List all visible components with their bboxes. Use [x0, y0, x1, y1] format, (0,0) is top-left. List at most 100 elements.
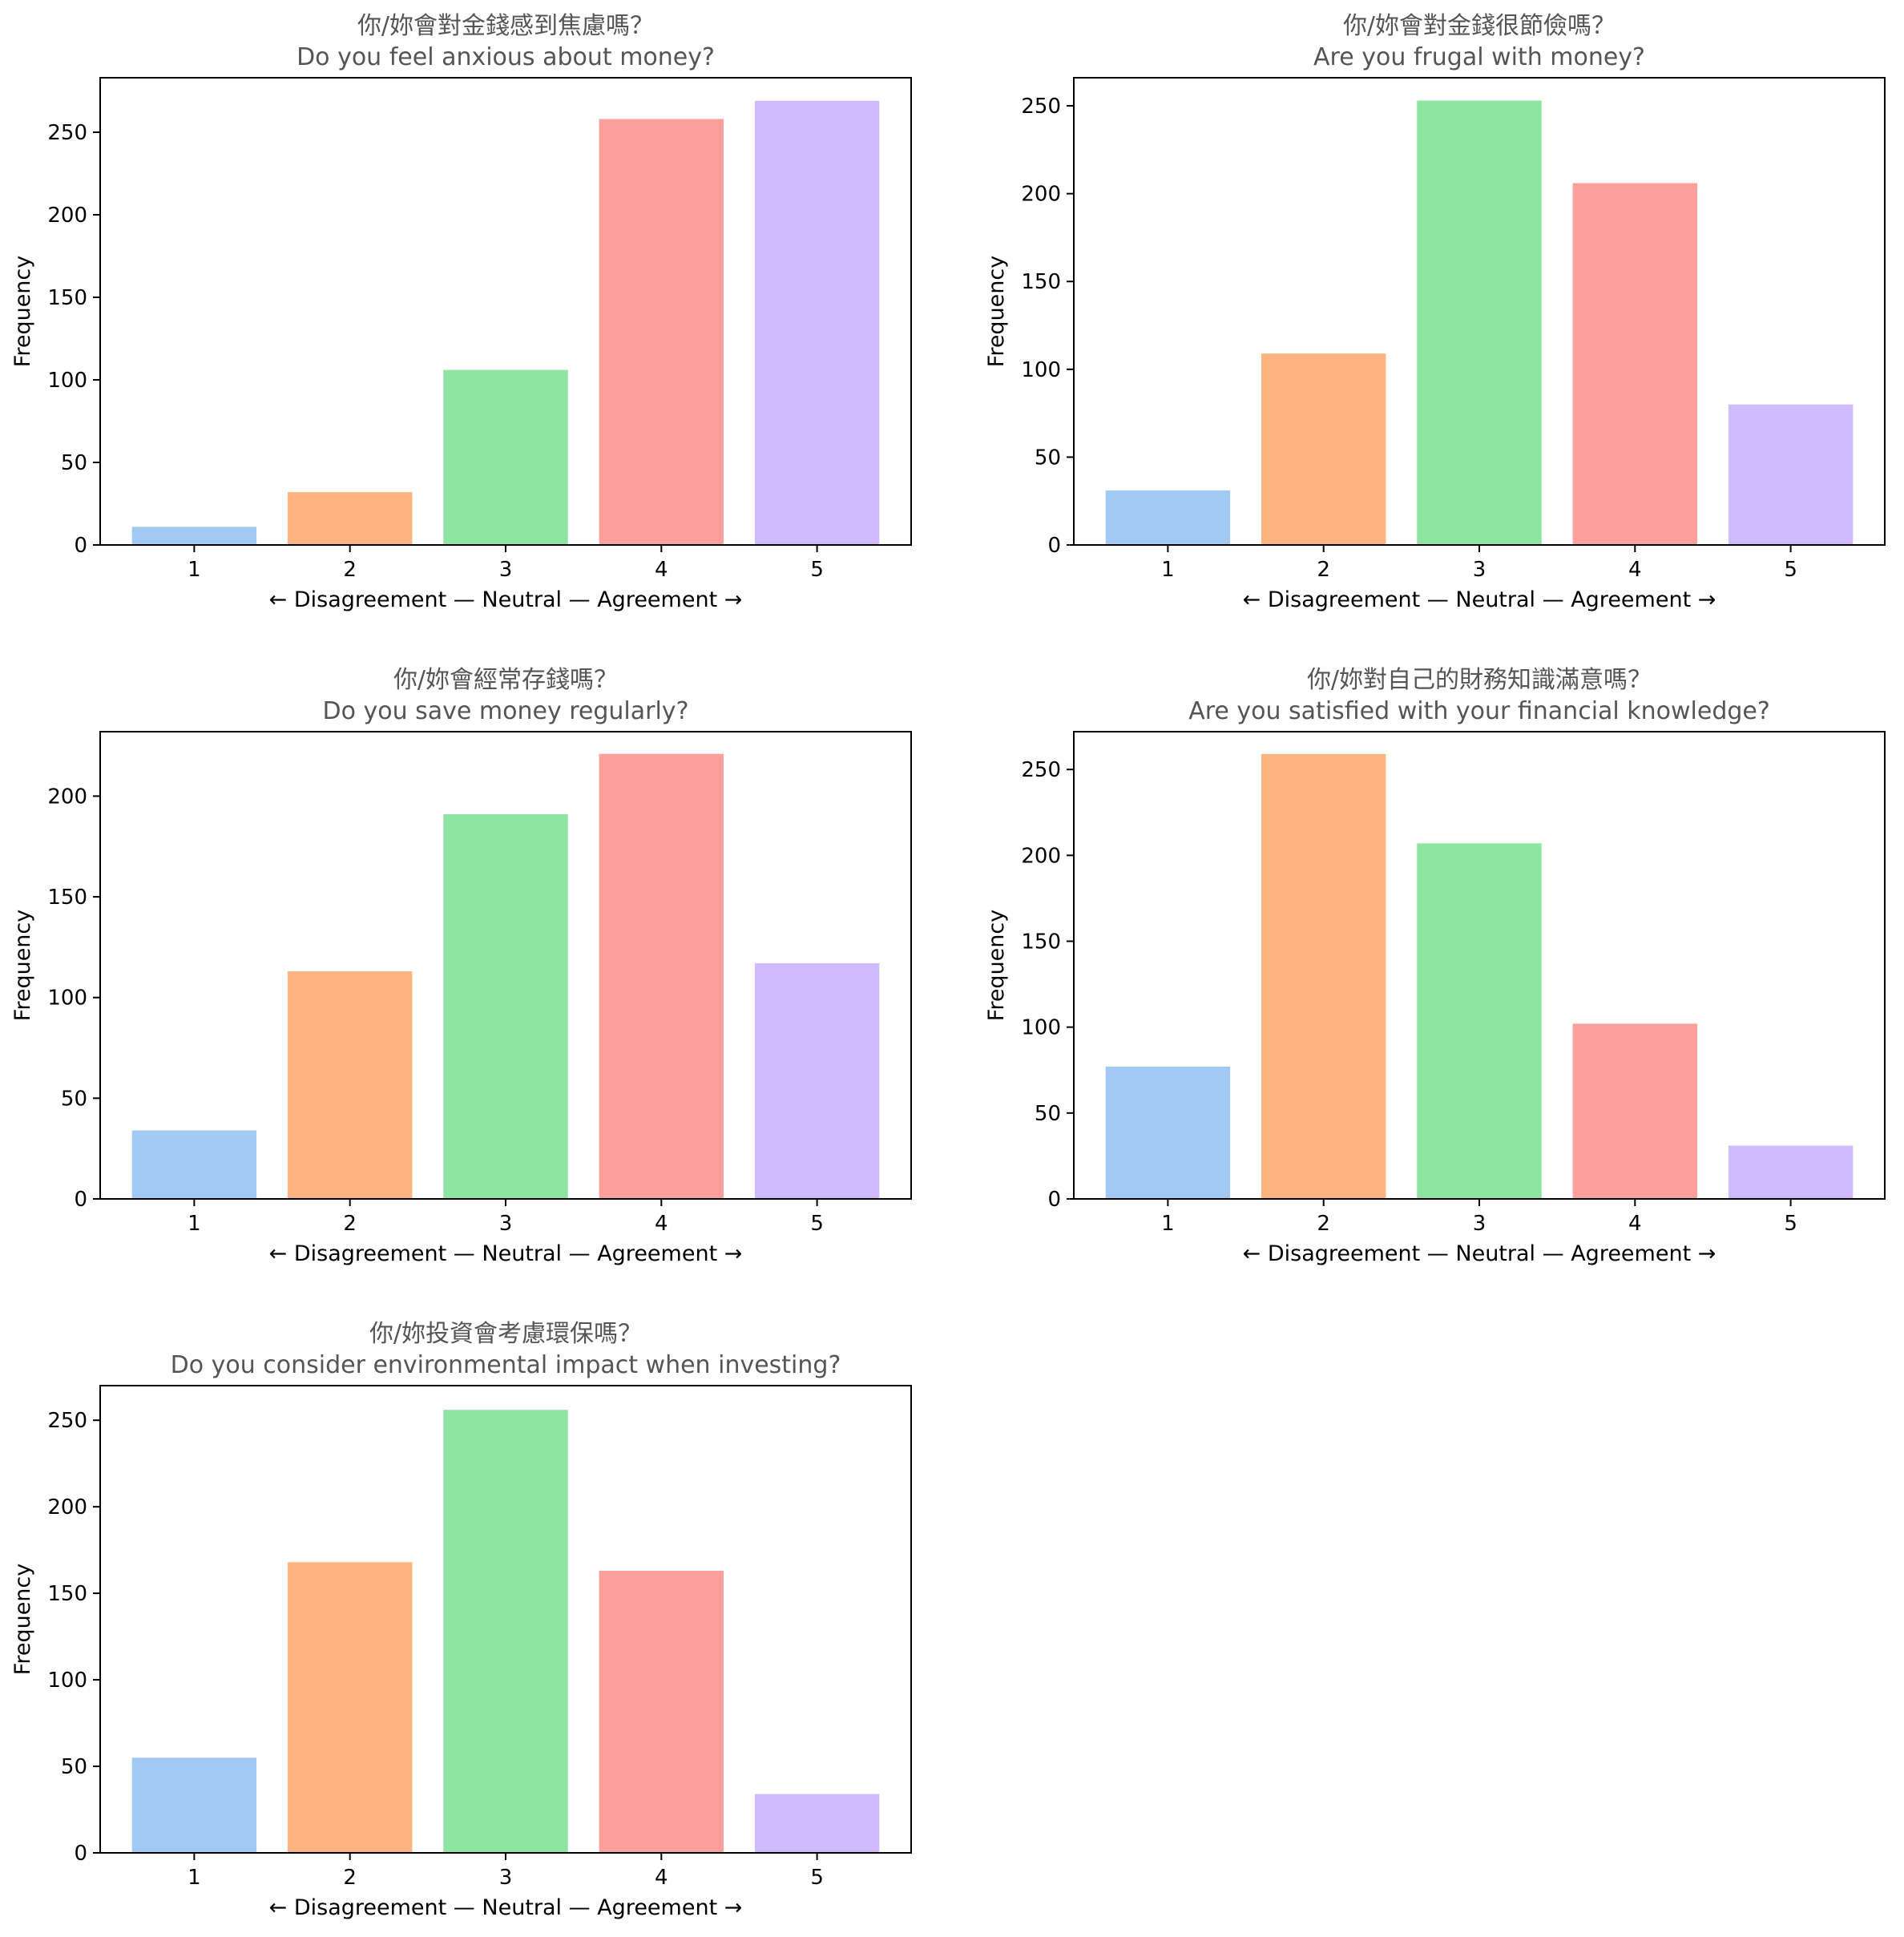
y-axis-label: Frequency	[10, 256, 35, 368]
x-tick-label: 2	[1317, 558, 1330, 582]
x-tick-label: 1	[188, 1866, 201, 1890]
x-tick-label: 3	[499, 1212, 513, 1236]
x-axis-label: ← Disagreement — Neutral — Agreement →	[269, 1241, 743, 1266]
y-tick-label: 50	[61, 1087, 87, 1111]
y-tick-label: 250	[1021, 95, 1061, 119]
y-tick-label: 150	[1021, 930, 1061, 954]
chart-title: 你/妳會對金錢很節儉嗎？	[1343, 12, 1616, 40]
y-tick-label: 200	[1021, 844, 1061, 868]
x-tick-label: 5	[1784, 558, 1797, 582]
x-axis-label: ← Disagreement — Neutral — Agreement →	[269, 587, 743, 612]
y-tick-label: 50	[61, 1755, 87, 1779]
chart-title: 你/妳會對金錢感到焦慮嗎？	[357, 12, 654, 40]
y-tick-label: 50	[61, 451, 87, 475]
x-tick-label: 3	[499, 1866, 513, 1890]
chart-title: 你/妳對自己的財務知識滿意嗎？	[1307, 666, 1652, 694]
x-axis-label: ← Disagreement — Neutral — Agreement →	[269, 1895, 743, 1920]
y-tick-label: 200	[47, 1495, 87, 1519]
bar-4	[599, 753, 724, 1199]
chart-subtitle: Do you consider environmental impact whe…	[171, 1351, 841, 1379]
x-tick-label: 1	[188, 1212, 201, 1236]
y-tick-label: 100	[47, 987, 87, 1011]
x-tick-label: 4	[655, 1212, 668, 1236]
y-tick-label: 0	[1047, 534, 1061, 558]
bar-2	[1261, 353, 1386, 545]
bar-4	[599, 119, 724, 545]
y-tick-label: 100	[1021, 358, 1061, 382]
bar-5	[1728, 404, 1854, 545]
y-axis-label: Frequency	[984, 256, 1009, 368]
bar-3	[443, 369, 568, 545]
bar-2	[287, 971, 413, 1199]
chart-subtitle: Are you frugal with money?	[1313, 43, 1645, 71]
x-tick-label: 2	[1317, 1212, 1330, 1236]
x-tick-label: 4	[655, 1866, 668, 1890]
x-tick-label: 4	[1628, 558, 1642, 582]
chart-title: 你/妳會經常存錢嗎？	[393, 666, 618, 694]
bar-4	[599, 1571, 724, 1853]
bar-3	[1417, 843, 1542, 1199]
y-axis-label: Frequency	[984, 910, 1009, 1022]
chart-subtitle: Do you feel anxious about money?	[296, 43, 715, 71]
y-axis-label: Frequency	[10, 910, 35, 1022]
bar-1	[131, 1757, 257, 1853]
bar-2	[287, 1562, 413, 1853]
bar-1	[1105, 490, 1231, 545]
x-axis-label: ← Disagreement — Neutral — Agreement →	[1243, 587, 1716, 612]
x-tick-label: 2	[343, 1212, 357, 1236]
chart-subtitle: Are you satisfied with your financial kn…	[1188, 697, 1770, 725]
y-tick-label: 200	[47, 785, 87, 809]
chart-subtitle: Do you save money regularly?	[322, 697, 688, 725]
y-tick-label: 150	[47, 886, 87, 910]
bar-2	[1261, 753, 1386, 1199]
y-tick-label: 100	[1021, 1016, 1061, 1040]
y-tick-label: 150	[1021, 270, 1061, 294]
y-tick-label: 150	[47, 286, 87, 310]
y-tick-label: 150	[47, 1582, 87, 1606]
x-tick-label: 5	[810, 558, 824, 582]
y-tick-label: 0	[74, 534, 87, 558]
bar-1	[131, 1130, 257, 1199]
bar-3	[443, 1410, 568, 1853]
y-tick-label: 50	[1035, 1102, 1061, 1126]
x-tick-label: 2	[343, 558, 357, 582]
y-tick-label: 50	[1035, 446, 1061, 470]
x-tick-label: 2	[343, 1866, 357, 1890]
x-tick-label: 5	[1784, 1212, 1797, 1236]
y-tick-label: 250	[47, 121, 87, 145]
y-tick-label: 0	[74, 1188, 87, 1212]
bar-1	[131, 527, 257, 545]
bar-5	[754, 1794, 880, 1853]
y-tick-label: 100	[47, 1669, 87, 1693]
y-tick-label: 200	[47, 204, 87, 228]
y-tick-label: 100	[47, 369, 87, 393]
y-tick-label: 0	[1047, 1188, 1061, 1212]
bar-2	[287, 492, 413, 545]
x-tick-label: 3	[1473, 1212, 1486, 1236]
chart-title: 你/妳投資會考慮環保嗎？	[369, 1320, 642, 1348]
x-tick-label: 3	[1473, 558, 1486, 582]
x-tick-label: 3	[499, 558, 513, 582]
bar-5	[1728, 1145, 1854, 1199]
bar-5	[754, 100, 880, 545]
y-tick-label: 250	[47, 1409, 87, 1433]
x-tick-label: 4	[655, 558, 668, 582]
x-tick-label: 5	[810, 1212, 824, 1236]
x-tick-label: 4	[1628, 1212, 1642, 1236]
bar-1	[1105, 1066, 1231, 1199]
y-axis-label: Frequency	[10, 1564, 35, 1676]
bar-4	[1572, 1023, 1698, 1199]
bar-3	[1417, 100, 1542, 545]
bar-5	[754, 962, 880, 1199]
bar-4	[1572, 183, 1698, 545]
x-tick-label: 1	[1161, 558, 1175, 582]
x-tick-label: 1	[188, 558, 201, 582]
x-tick-label: 1	[1161, 1212, 1175, 1236]
x-axis-label: ← Disagreement — Neutral — Agreement →	[1243, 1241, 1716, 1266]
y-tick-label: 0	[74, 1842, 87, 1866]
